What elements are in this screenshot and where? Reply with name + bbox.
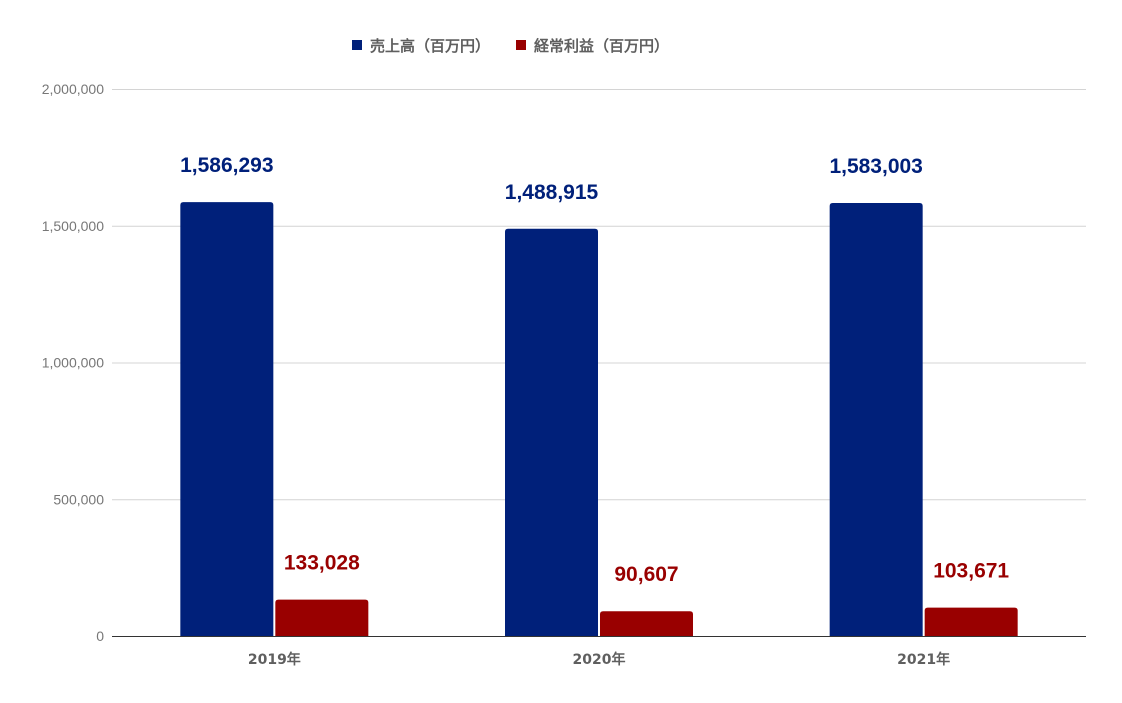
bar-series-1-2020年 [505,228,598,637]
x-tick-label: 2020年 [573,651,626,668]
bars [180,202,1018,637]
bar-series-1-2019年 [180,202,274,636]
legend-label-1: 売上高（百万円） [370,37,490,55]
bar-series-2-2019年 [275,599,369,636]
data-label-series-1-2021年: 1,583,003 [829,155,922,178]
data-label-series-2-2019年: 133,028 [284,552,360,575]
legend-label-2: 経常利益（百万円） [534,37,669,55]
data-label-series-1-2019年: 1,586,293 [180,154,273,177]
legend-swatch-2 [516,40,526,50]
y-tick-label: 500,000 [53,491,104,507]
y-tick-label: 0 [96,628,104,644]
data-label-series-1-2020年: 1,488,915 [505,181,599,204]
legend: 売上高（百万円） 経常利益（百万円） [352,37,669,55]
data-label-series-2-2021年: 103,671 [933,560,1009,583]
y-tick-label: 1,000,000 [42,355,104,371]
gridlines [112,89,1086,501]
data-label-series-2-2020年: 90,607 [614,563,678,586]
y-tick-label: 1,500,000 [42,218,104,234]
legend-swatch-1 [352,40,362,50]
x-axis: 2019年 2020年 2021年 [112,636,1086,668]
data-labels: 1,586,293 133,028 1,488,915 90,607 1,583,003… [180,154,1009,586]
bar-series-1-2021年 [829,203,923,636]
bar-series-2-2020年 [600,611,693,636]
y-axis: 0 500,000 1,000,000 1,500,000 2,000,000 [42,81,105,644]
bar-series-2-2021年 [924,607,1018,636]
x-tick-label: 2021年 [897,651,950,668]
y-tick-label: 2,000,000 [42,81,104,97]
x-tick-label: 2019年 [248,651,301,668]
